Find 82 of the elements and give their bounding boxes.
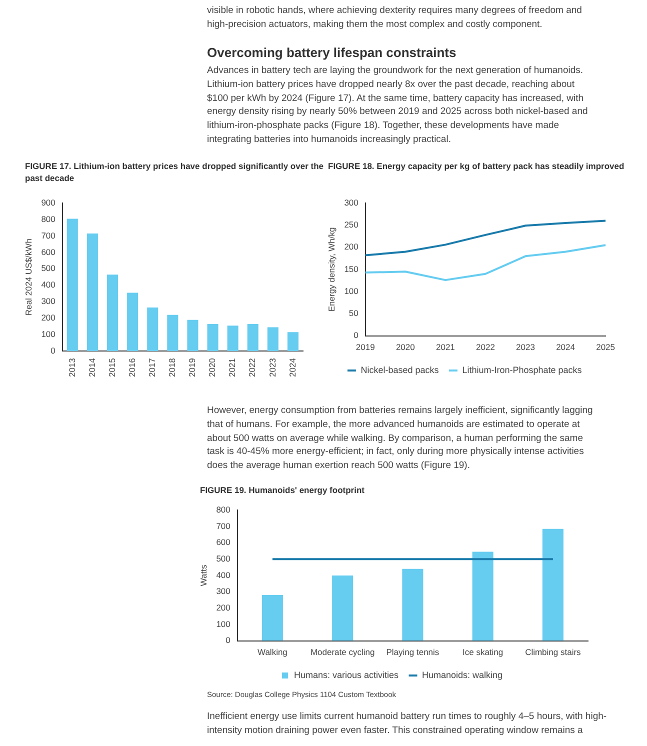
x-tick-label: 2014 xyxy=(86,358,97,378)
x-tick-label: Playing tennis xyxy=(386,647,440,658)
bar xyxy=(167,314,178,352)
bar xyxy=(66,218,78,352)
y-tick-label: 150 xyxy=(344,264,359,274)
y-tick-label: 800 xyxy=(216,504,231,514)
y-tick-label: 500 xyxy=(41,263,56,274)
x-tick-label: 2020 xyxy=(207,358,218,378)
bar xyxy=(127,292,138,352)
bar xyxy=(106,274,118,352)
y-tick-label: 0 xyxy=(50,345,56,356)
y-axis-title: Energy density, Wh/kg xyxy=(326,226,336,312)
x-tick-label: 2024 xyxy=(287,358,298,378)
y-tick-label: 500 xyxy=(216,553,231,564)
x-tick-label: 2017 xyxy=(146,358,157,378)
x-tick-label: 2021 xyxy=(436,342,456,352)
legend-label: Nickel-based packs xyxy=(360,364,440,375)
y-tick-label: 400 xyxy=(216,570,231,580)
x-tick-label: 2023 xyxy=(516,342,536,352)
legend-label: Humans: various activities xyxy=(294,670,399,680)
y-tick-label: 300 xyxy=(344,197,359,208)
y-tick-label: 400 xyxy=(41,280,56,290)
text: However, energy consumption from batteries remains largely inefficient, significantly lagging that of humans. For example, the more advanced humanoids are estimated to operate at about 500 watts on average while walking. By comparison, a human performing the same task is 40-45% more energy-efficient; in fact, only during more physically intense activities does the average human exertion reach 500 watts (Figure 19). xyxy=(207,404,594,473)
x-tick-label: Walking xyxy=(257,647,288,658)
y-tick-label: 600 xyxy=(41,246,56,257)
x-tick-label: 2019 xyxy=(187,358,198,378)
x-tick-label: 2018 xyxy=(167,358,178,378)
bar xyxy=(262,595,283,641)
x-tick-label: 2024 xyxy=(556,342,576,352)
y-tick-label: 200 xyxy=(216,602,231,612)
bar xyxy=(267,327,278,352)
y-tick-label: 300 xyxy=(216,586,231,596)
x-tick-label: 2019 xyxy=(356,342,376,352)
y-tick-label: 200 xyxy=(344,242,359,252)
y-axis-title: Real 2024 US$/kWh xyxy=(23,238,34,316)
y-tick-label: 700 xyxy=(216,520,231,531)
y-tick-label: 900 xyxy=(41,197,56,208)
y-tick-label: 300 xyxy=(41,296,56,306)
legend-label: Lithium-Iron-Phosphate packs xyxy=(462,364,582,375)
text: Advances in battery tech are laying the groundwork for the next generation of humanoids. Lithium-ion battery prices have dropped nearly 8x over the past decade, reaching about $100 per kWh by 2024 (Figure 17). At the same time, battery capacity has increased, with energy density rising by nearly 50% between 2019 and 2025 across both nickel-based and lithium-iron-phosphate packs (Figure 18). Together, these developments have made integrating batteries into humanoids increasingly practical. xyxy=(207,64,589,147)
x-tick-label: Moderate cycling xyxy=(310,647,375,658)
x-tick-label: 2025 xyxy=(596,342,616,352)
bar xyxy=(542,528,564,641)
bar xyxy=(332,575,354,641)
y-tick-label: 0 xyxy=(226,635,231,646)
bar xyxy=(402,568,424,641)
chart-title: FIGURE 19. Humanoids' energy footprint xyxy=(200,484,366,496)
x-tick-label: 2016 xyxy=(126,358,137,378)
x-tick-label: 2015 xyxy=(106,358,117,378)
x-tick-label: 2023 xyxy=(267,358,278,378)
chart-title: FIGURE 18. Energy capacity per kg of battery pack has steadily improved xyxy=(328,160,626,172)
y-tick-label: 200 xyxy=(41,312,56,323)
text: Inefficient energy use limits current humanoid battery run times to roughly 4–5 hours, with high-intensity motion draining power even faster. This constrained operating window remains a xyxy=(207,710,608,738)
legend-label: Humanoids: walking xyxy=(422,670,503,680)
x-tick-label: 2022 xyxy=(476,342,496,352)
x-tick-label: 2020 xyxy=(396,342,416,352)
bar xyxy=(187,320,198,352)
x-tick-label: 2021 xyxy=(227,358,238,378)
x-tick-label: Climbing stairs xyxy=(525,647,581,658)
y-tick-label: 100 xyxy=(41,328,56,339)
y-tick-label: 800 xyxy=(41,214,56,224)
x-tick-label: 2013 xyxy=(66,358,77,378)
x-tick-label: Ice skating xyxy=(462,647,504,658)
y-tick-label: 700 xyxy=(41,230,56,240)
x-tick-label: 2022 xyxy=(247,358,258,378)
y-tick-label: 600 xyxy=(216,537,231,548)
text: Overcoming battery lifespan constraints xyxy=(207,44,458,62)
y-axis-title: Watts xyxy=(198,564,208,586)
bar xyxy=(207,324,218,352)
bar xyxy=(472,552,494,641)
bar xyxy=(86,234,98,352)
y-tick-label: 50 xyxy=(348,308,359,318)
bar xyxy=(227,326,238,352)
y-tick-label: 250 xyxy=(344,220,359,230)
chart-title: FIGURE 17. Lithium-ion battery prices have dropped significantly over the past decade xyxy=(25,160,325,184)
bar xyxy=(287,332,298,352)
bar xyxy=(147,308,158,352)
y-tick-label: 100 xyxy=(344,286,359,296)
bar xyxy=(247,324,258,352)
y-tick-label: 100 xyxy=(216,618,231,629)
text: visible in robotic hands, where achieving dexterity requires many degrees of freedom and high-precision actuators, making them the most complex and costly component. xyxy=(207,4,583,32)
y-tick-label: 0 xyxy=(354,330,359,340)
